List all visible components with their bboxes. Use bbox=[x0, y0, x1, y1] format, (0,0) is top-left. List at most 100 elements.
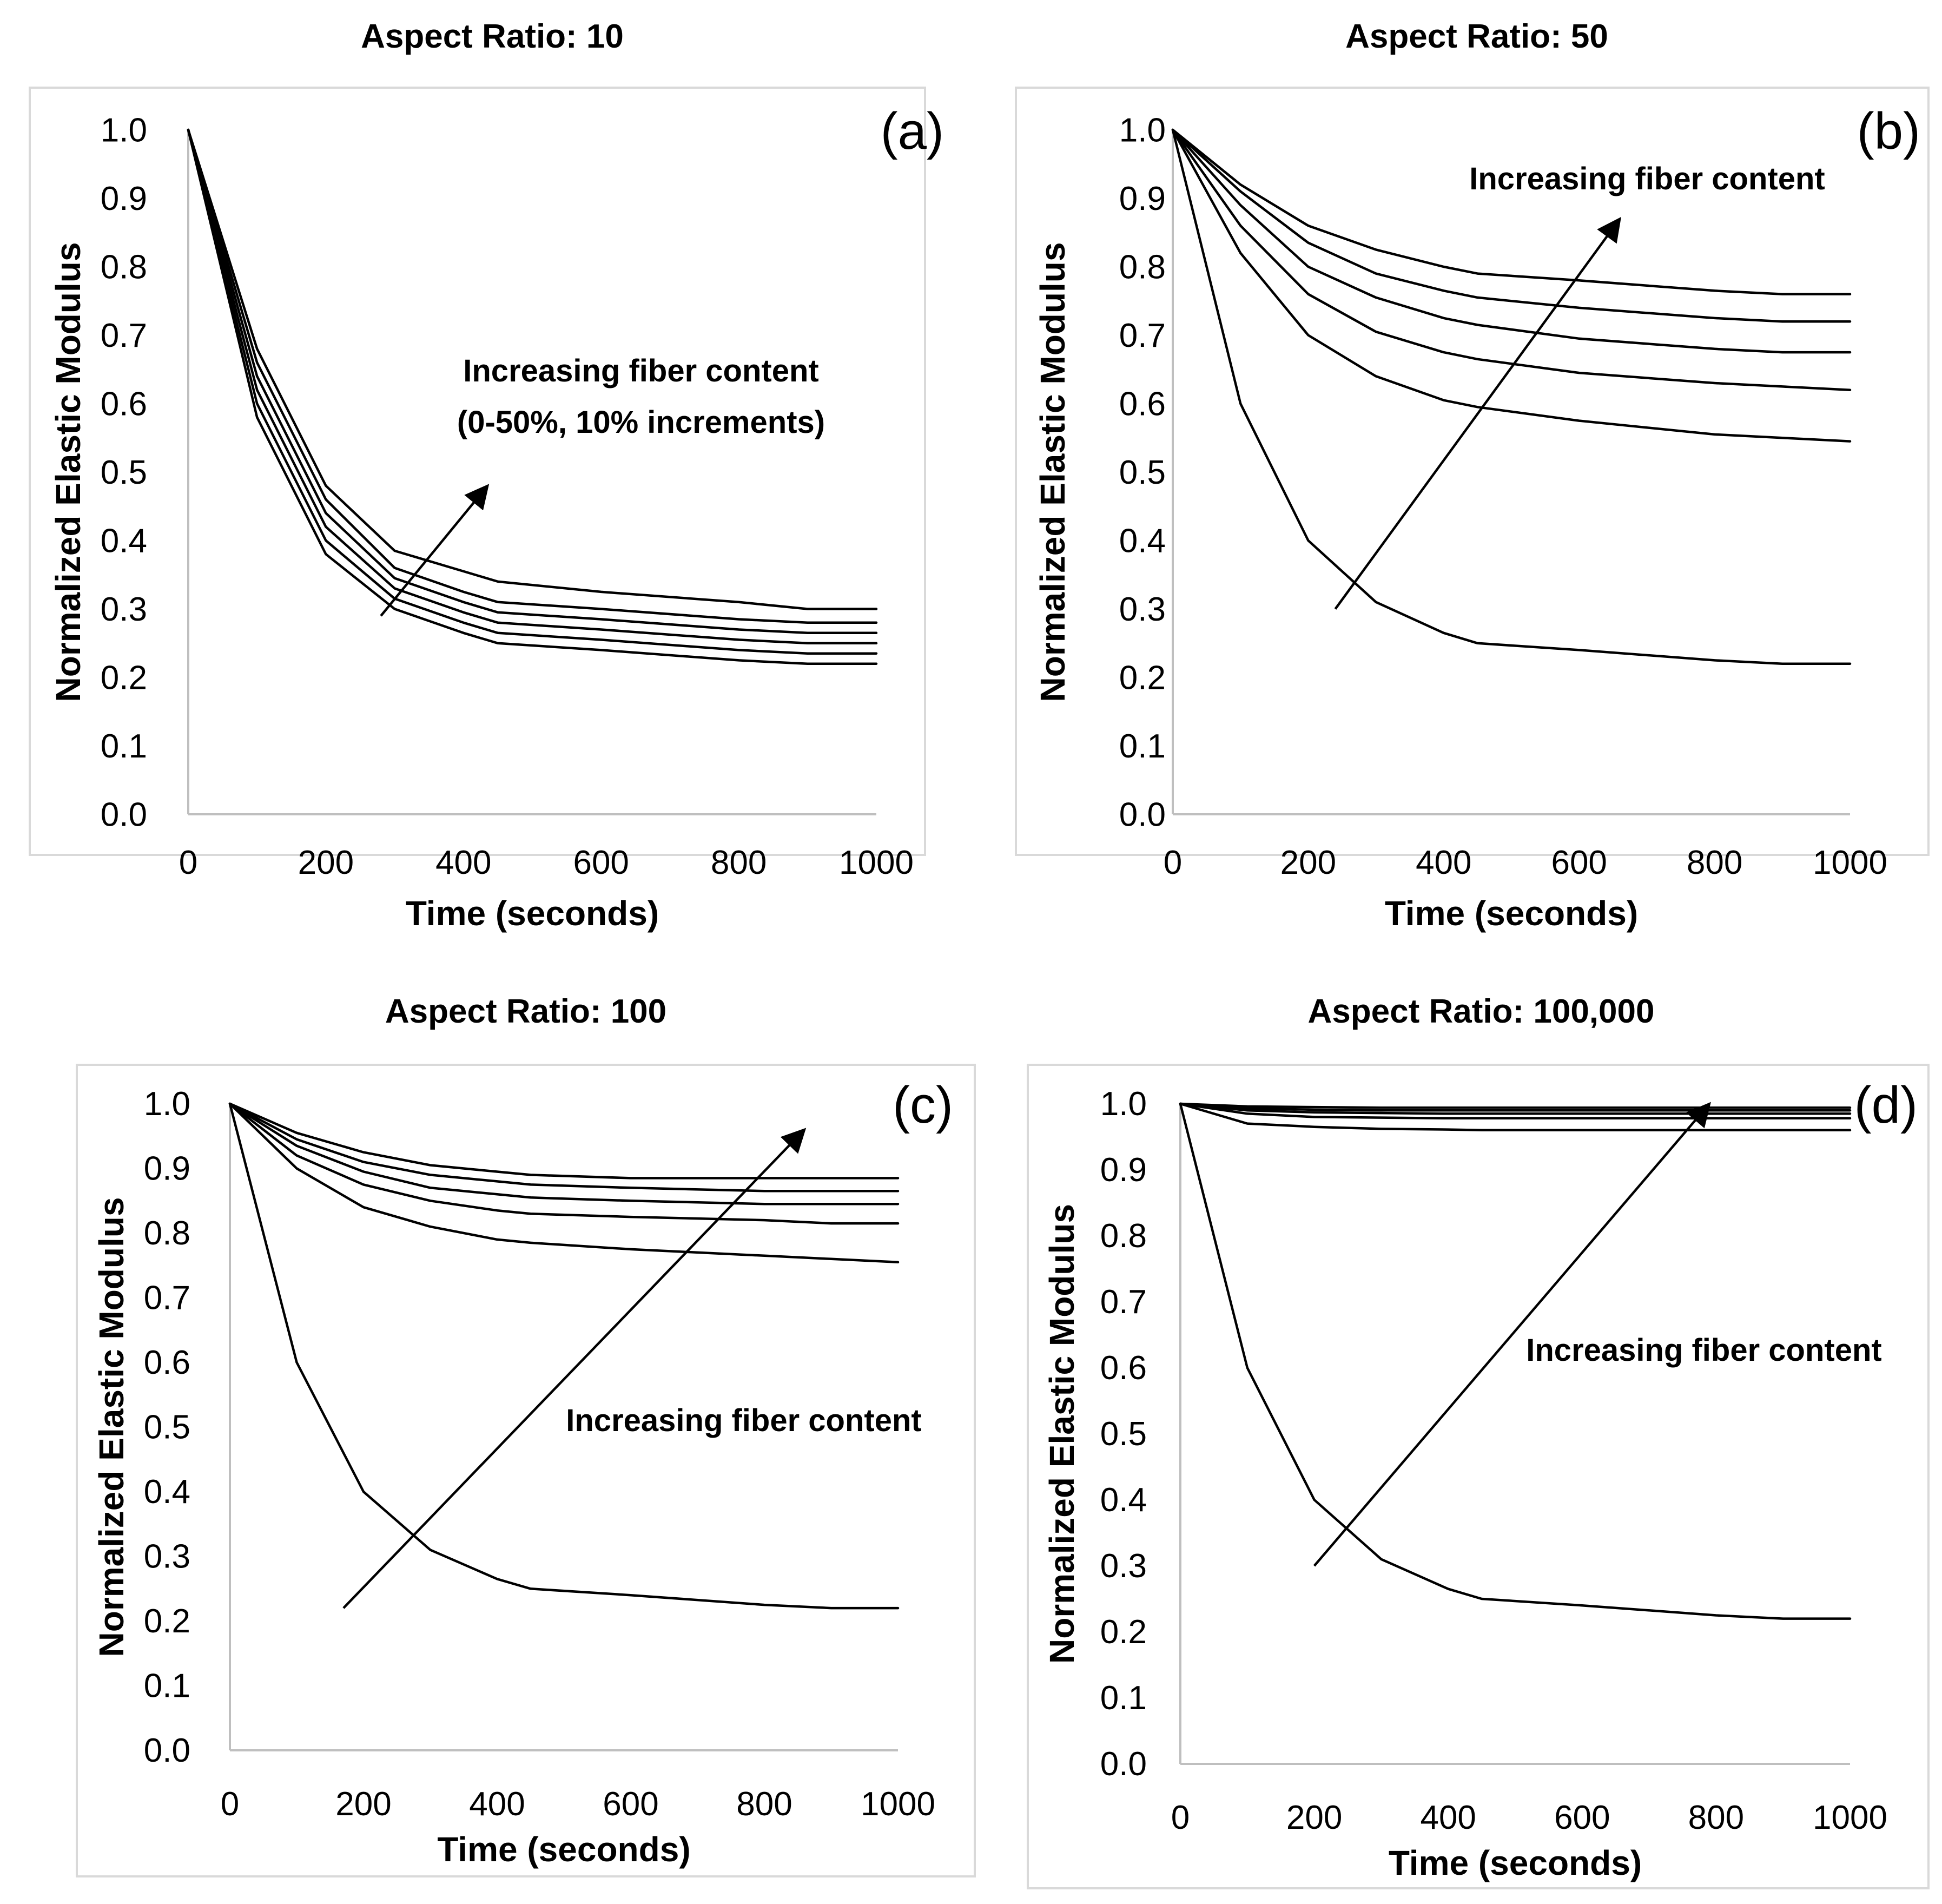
arrow-annotation bbox=[1334, 216, 1621, 610]
y-tick-label: 0.7 bbox=[101, 317, 147, 354]
y-tick-label: 0.9 bbox=[1119, 180, 1166, 218]
y-tick-label: 0.9 bbox=[101, 180, 147, 218]
series-line-4 bbox=[1171, 128, 1852, 354]
x-axis-label: Time (seconds) bbox=[1389, 1843, 1642, 1882]
annotation-text: Increasing fiber content bbox=[1469, 161, 1825, 196]
series-line-1 bbox=[228, 1102, 900, 1610]
series-line-5 bbox=[187, 128, 878, 624]
annotation-text: Increasing fiber content bbox=[463, 353, 818, 388]
series-line-4 bbox=[1179, 1102, 1852, 1115]
annotation-text: Increasing fiber content bbox=[566, 1403, 921, 1438]
series-line-2 bbox=[187, 128, 878, 655]
series-line-1 bbox=[1179, 1102, 1852, 1620]
y-tick-label: 0.0 bbox=[101, 796, 147, 834]
y-tick-label: 0.3 bbox=[1119, 591, 1166, 628]
series-line-4 bbox=[187, 128, 878, 635]
chart-frame bbox=[76, 1064, 976, 1877]
y-axis-label: Normalized Elastic Modulus bbox=[1033, 242, 1072, 702]
x-tick-label: 1000 bbox=[1813, 844, 1887, 881]
y-tick-label: 0.5 bbox=[1100, 1415, 1147, 1453]
x-tick-label: 1000 bbox=[1813, 1799, 1887, 1836]
y-tick-label: 0.7 bbox=[1100, 1283, 1147, 1321]
series-line-1 bbox=[1171, 128, 1852, 665]
x-tick-label: 400 bbox=[469, 1786, 525, 1823]
panel-label: (c) bbox=[893, 1076, 953, 1134]
x-axis-label: Time (seconds) bbox=[437, 1830, 690, 1869]
arrow-annotation bbox=[1313, 1102, 1711, 1567]
series-line-3 bbox=[187, 128, 878, 645]
y-tick-label: 0.2 bbox=[1100, 1613, 1147, 1651]
y-tick-label: 0.4 bbox=[1100, 1481, 1147, 1519]
y-tick-label: 0.2 bbox=[144, 1603, 190, 1640]
chart-panel-1: Aspect Ratio: 10 0.0 0.1 0.2 0.3 0.4 0.5 0.6 0.7… bbox=[29, 18, 944, 933]
panel-label: (b) bbox=[1857, 102, 1920, 160]
chart-title: Aspect Ratio: 100,000 bbox=[1308, 993, 1655, 1030]
series-line-6 bbox=[1171, 128, 1852, 295]
series-line-2 bbox=[1179, 1102, 1852, 1132]
series-line-3 bbox=[228, 1102, 900, 1225]
y-tick-label: 0.4 bbox=[144, 1473, 190, 1511]
series-line-3 bbox=[1179, 1102, 1852, 1120]
x-tick-label: 200 bbox=[335, 1786, 391, 1823]
y-tick-label: 0.6 bbox=[101, 386, 147, 423]
y-axis-label: Normalized Elastic Modulus bbox=[92, 1197, 131, 1657]
panel-label: (a) bbox=[881, 102, 944, 160]
y-tick-label: 0.0 bbox=[1119, 796, 1166, 834]
y-tick-label: 0.2 bbox=[101, 660, 147, 697]
chart-frame bbox=[1015, 87, 1930, 856]
y-tick-label: 0.6 bbox=[1119, 386, 1166, 423]
y-tick-label: 0.3 bbox=[1100, 1547, 1147, 1585]
y-tick-label: 0.4 bbox=[1119, 523, 1166, 560]
chart-title: Aspect Ratio: 50 bbox=[1345, 18, 1608, 55]
x-tick-label: 800 bbox=[736, 1786, 792, 1823]
chart-panel-2: Aspect Ratio: 50 0.0 0.1 0.2 0.3 0.4 0.5 0.6 0.7… bbox=[1015, 18, 1930, 933]
series-line-4 bbox=[228, 1102, 900, 1205]
y-tick-label: 1.0 bbox=[1119, 112, 1166, 149]
series-line-6 bbox=[187, 128, 878, 610]
series-line-5 bbox=[228, 1102, 900, 1193]
x-tick-label: 800 bbox=[711, 844, 767, 881]
y-tick-label: 0.7 bbox=[1119, 317, 1166, 354]
y-tick-label: 0.1 bbox=[144, 1668, 190, 1705]
x-tick-label: 600 bbox=[573, 844, 629, 881]
x-tick-label: 800 bbox=[1688, 1799, 1744, 1836]
x-tick-label: 400 bbox=[435, 844, 491, 881]
series-line-2 bbox=[1171, 128, 1852, 443]
y-axis-label: Normalized Elastic Modulus bbox=[1042, 1204, 1081, 1664]
y-tick-label: 0.1 bbox=[1119, 728, 1166, 765]
y-tick-label: 0.9 bbox=[144, 1150, 190, 1188]
x-tick-label: 0 bbox=[1164, 844, 1182, 881]
y-tick-label: 0.5 bbox=[1119, 454, 1166, 491]
x-axis-label: Time (seconds) bbox=[406, 894, 659, 933]
y-tick-label: 0.3 bbox=[144, 1538, 190, 1576]
x-tick-label: 0 bbox=[221, 1786, 239, 1823]
annotation-text: Increasing fiber content bbox=[1526, 1333, 1881, 1368]
annotation-text: (0-50%, 10% increments) bbox=[457, 405, 825, 440]
x-tick-label: 400 bbox=[1416, 844, 1471, 881]
x-tick-label: 600 bbox=[603, 1786, 658, 1823]
y-tick-label: 0.8 bbox=[1119, 249, 1166, 286]
y-tick-label: 1.0 bbox=[144, 1085, 190, 1123]
chart-panel-4: Aspect Ratio: 100,000 0.0 0.1 0.2 0.3 0.4 0.5 0… bbox=[1027, 993, 1930, 1889]
y-tick-label: 0.9 bbox=[1100, 1151, 1147, 1189]
y-tick-label: 0.1 bbox=[1100, 1679, 1147, 1717]
chart-panel-3: Aspect Ratio: 100 0.0 0.1 0.2 0.3 0.4 0.5 0.6 0.… bbox=[76, 993, 976, 1877]
x-tick-label: 1000 bbox=[839, 844, 914, 881]
arrow-annotation bbox=[342, 1128, 807, 1609]
y-tick-label: 1.0 bbox=[1100, 1085, 1147, 1123]
y-tick-label: 0.8 bbox=[101, 249, 147, 286]
series-line-3 bbox=[1171, 128, 1852, 391]
y-tick-label: 0.4 bbox=[101, 523, 147, 560]
y-tick-label: 0.0 bbox=[144, 1732, 190, 1769]
x-tick-label: 0 bbox=[179, 844, 197, 881]
y-tick-label: 0.0 bbox=[1100, 1745, 1147, 1783]
series-line-6 bbox=[228, 1102, 900, 1180]
x-tick-label: 0 bbox=[1171, 1799, 1190, 1836]
chart-title: Aspect Ratio: 10 bbox=[361, 18, 624, 55]
series-line-1 bbox=[187, 128, 878, 665]
x-tick-label: 1000 bbox=[861, 1786, 935, 1823]
arrow-annotation bbox=[380, 484, 490, 617]
y-tick-label: 0.5 bbox=[144, 1409, 190, 1446]
y-tick-label: 0.7 bbox=[144, 1280, 190, 1317]
